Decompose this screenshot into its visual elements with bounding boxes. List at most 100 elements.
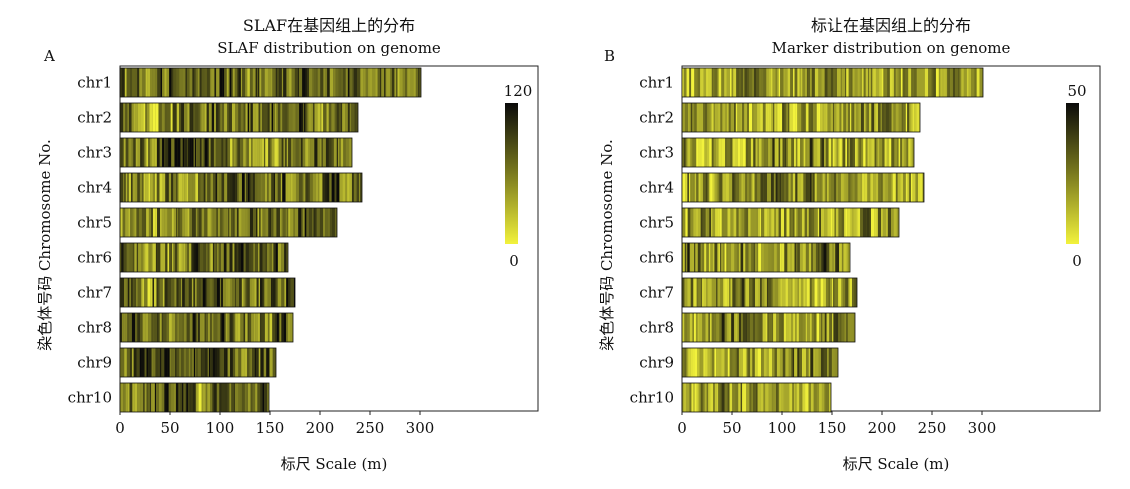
density-stripe <box>295 138 299 167</box>
density-stripe <box>709 208 712 237</box>
density-stripe <box>682 243 684 272</box>
density-stripe <box>235 278 237 307</box>
density-stripe <box>730 138 733 167</box>
density-stripe <box>689 243 691 272</box>
density-stripe <box>702 243 705 272</box>
density-stripe <box>140 313 143 342</box>
density-stripe <box>793 68 795 97</box>
chromosome-row: chr1 <box>77 67 422 98</box>
density-stripe <box>725 173 729 202</box>
density-stripe <box>775 68 777 97</box>
density-stripe <box>123 313 126 342</box>
chromosome-bar-outline <box>119 277 296 308</box>
density-stripe <box>790 243 792 272</box>
density-stripe <box>125 383 128 412</box>
density-stripe <box>747 348 751 377</box>
chromosome-row: chr1 <box>639 67 984 98</box>
density-stripe <box>144 383 147 412</box>
density-stripe <box>685 173 688 202</box>
density-stripe <box>173 208 177 237</box>
density-stripe <box>271 278 273 307</box>
density-stripe <box>924 68 929 97</box>
density-stripe <box>684 278 688 307</box>
density-stripe <box>318 173 320 202</box>
density-stripe <box>702 313 706 342</box>
density-stripe <box>719 68 722 97</box>
density-stripe <box>196 138 198 167</box>
density-stripe <box>850 313 853 342</box>
density-stripe <box>231 208 234 237</box>
density-stripe <box>761 208 765 237</box>
density-stripe <box>824 313 827 342</box>
density-stripe <box>256 278 259 307</box>
density-stripe <box>137 313 141 342</box>
density-stripe <box>766 68 769 97</box>
density-stripe <box>264 278 268 307</box>
density-stripe <box>696 138 699 167</box>
density-stripe <box>848 68 851 97</box>
density-stripe <box>276 68 278 97</box>
density-stripe <box>182 173 185 202</box>
density-stripe <box>795 313 797 342</box>
chromosome-row: chr5 <box>639 207 900 238</box>
density-stripe <box>131 103 134 132</box>
density-stripe <box>345 103 348 132</box>
density-stripe <box>154 138 157 167</box>
density-stripe <box>772 348 775 377</box>
density-stripe <box>305 68 308 97</box>
density-stripe <box>123 103 126 132</box>
density-stripe <box>914 103 917 132</box>
density-stripe <box>685 138 688 167</box>
density-stripe <box>909 103 911 132</box>
density-stripe <box>133 348 137 377</box>
density-stripe <box>207 348 209 377</box>
density-stripe <box>328 138 332 167</box>
density-stripe <box>798 103 801 132</box>
density-stripe <box>229 68 232 97</box>
density-stripe <box>198 313 200 342</box>
density-stripe <box>797 348 800 377</box>
density-stripe <box>827 103 831 132</box>
density-stripe <box>259 243 263 272</box>
density-stripe <box>802 383 806 412</box>
density-stripe <box>772 68 774 97</box>
density-stripe <box>213 173 216 202</box>
density-stripe <box>158 103 162 132</box>
density-stripe <box>186 383 189 412</box>
density-stripe <box>182 278 185 307</box>
density-stripe <box>918 68 922 97</box>
x-tick-label: 50 <box>160 419 179 437</box>
density-stripe <box>736 243 739 272</box>
density-stripe <box>788 348 792 377</box>
density-stripe <box>706 243 709 272</box>
density-stripe <box>769 208 772 237</box>
density-stripe <box>774 208 776 237</box>
density-stripe <box>847 138 849 167</box>
density-stripe <box>174 138 178 167</box>
density-stripe <box>279 313 282 342</box>
density-stripe <box>197 208 199 237</box>
chromosome-label: chr4 <box>77 179 112 197</box>
density-stripe <box>250 383 253 412</box>
density-stripe <box>314 138 316 167</box>
density-stripe <box>157 243 161 272</box>
density-stripe <box>695 313 698 342</box>
density-stripe <box>233 383 236 412</box>
density-stripe <box>275 243 278 272</box>
density-stripe <box>120 348 122 377</box>
density-stripe <box>126 243 130 272</box>
density-stripe <box>174 243 178 272</box>
density-stripe <box>288 278 291 307</box>
chromosome-label: chr10 <box>630 389 674 407</box>
density-stripe <box>731 243 735 272</box>
density-stripe <box>786 138 789 167</box>
density-stripe <box>121 313 124 342</box>
density-stripe <box>689 383 692 412</box>
density-stripe <box>254 348 256 377</box>
density-stripe <box>164 348 168 377</box>
density-stripe <box>216 383 220 412</box>
density-stripe <box>162 68 165 97</box>
density-stripe <box>693 208 697 237</box>
density-stripe <box>834 243 836 272</box>
density-stripe <box>193 103 196 132</box>
